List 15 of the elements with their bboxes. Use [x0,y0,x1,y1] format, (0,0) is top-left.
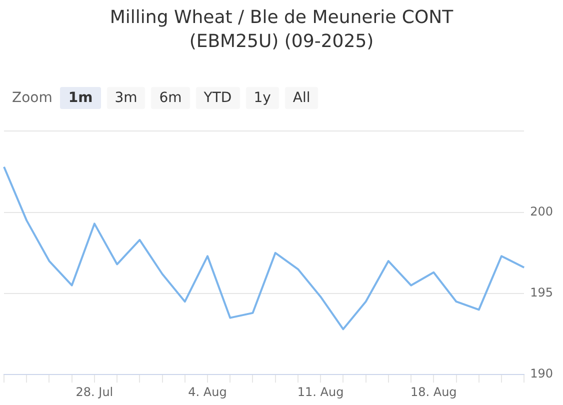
y-tick-label: 195 [530,286,553,300]
x-tick-label: 11. Aug [297,384,344,399]
x-tick-label: 18. Aug [410,384,457,399]
zoom-button[interactable]: All [284,87,318,109]
chart-title: Milling Wheat / Ble de Meunerie CONT (EBM25U) (09-2025) [108,6,454,54]
zoom-button[interactable]: YTD [196,87,240,109]
zoom-button[interactable]: 6m [151,87,190,109]
x-tick-label: 4. Aug [188,384,227,399]
y-tick-label: 200 [530,204,553,218]
zoom-button[interactable]: 1m [60,87,101,109]
y-tick-label: 190 [530,366,553,381]
x-tick-label: 28. Jul [76,384,114,399]
zoom-button[interactable]: 1y [246,87,279,109]
zoom-button[interactable]: 3m [106,87,146,109]
text: Zoom [12,90,52,106]
